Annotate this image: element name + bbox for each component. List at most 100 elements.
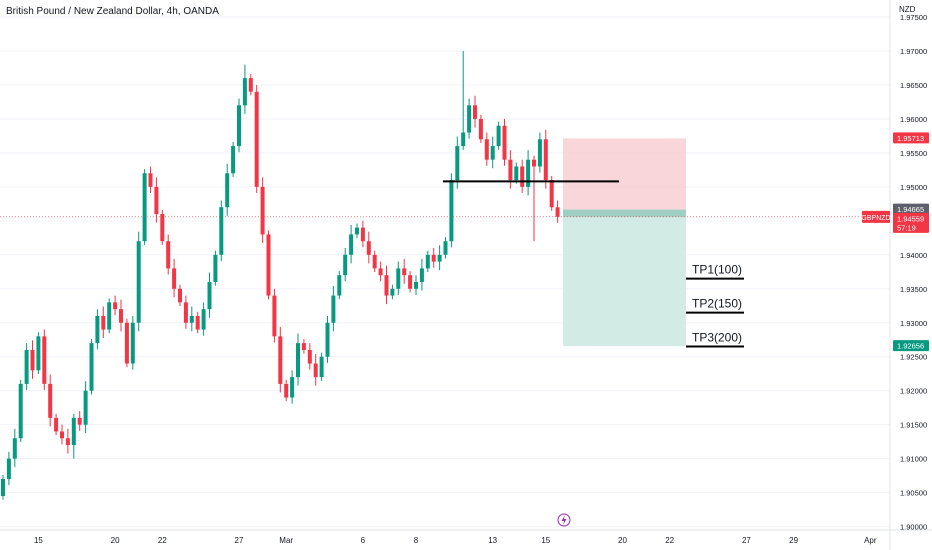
time-tick-label: 15 — [541, 536, 550, 545]
price-tick-label: 1.92000 — [900, 387, 927, 396]
price-tag-label: 1.92656 — [897, 342, 924, 351]
time-tick-label: 8 — [414, 536, 419, 545]
time-axis[interactable]: 15 20 22 27 Mar 6 8 13 15 20 22 27 29 Apr — [0, 513, 932, 545]
bearish-candle — [183, 302, 188, 323]
annotations[interactable]: TP1(100) TP2(150) TP3(200) — [443, 180, 744, 348]
bearish-candle — [154, 186, 159, 215]
bearish-candle — [101, 315, 106, 330]
price-tag-label: 1.95713 — [897, 134, 924, 143]
price-tick-label: 1.94000 — [900, 251, 927, 260]
bullish-candle — [36, 336, 41, 371]
take-profit-zone[interactable] — [563, 209, 686, 347]
bearish-candle — [372, 254, 377, 269]
bearish-candle — [119, 309, 123, 323]
bullish-candle — [219, 207, 224, 255]
bullish-candle — [213, 254, 218, 282]
bearish-candle — [42, 336, 47, 384]
bearish-candle — [60, 431, 64, 439]
symbol-tag-bg — [862, 210, 890, 223]
bullish-candle — [225, 173, 230, 208]
bullish-candle — [455, 146, 460, 181]
bullish-candle — [449, 180, 454, 242]
bullish-candle — [1, 479, 5, 497]
bearish-candle — [284, 383, 289, 398]
bearish-candle — [502, 125, 507, 160]
price-tick-label: 1.93500 — [900, 285, 927, 294]
bullish-candle — [461, 132, 466, 147]
bullish-candle — [231, 146, 236, 174]
time-tick-label: 27 — [235, 536, 244, 545]
bearish-candle — [77, 417, 82, 425]
grid-lines — [0, 16, 890, 528]
entry-band — [563, 209, 686, 217]
price-tick-label: 1.93000 — [900, 319, 927, 328]
bearish-candle — [549, 180, 554, 208]
price-axis[interactable]: 1.97500 1.97000 1.96500 1.96000 1.95500 1.950… — [889, 0, 927, 550]
bullish-candle — [89, 343, 94, 391]
stop-loss-zone[interactable] — [563, 138, 686, 210]
bullish-candle — [296, 343, 300, 378]
bullish-candle — [237, 105, 241, 147]
price-tick-label: 1.91000 — [900, 455, 927, 464]
bullish-candle — [396, 268, 401, 289]
lightning-icon[interactable] — [557, 513, 571, 527]
time-tick-label: 22 — [665, 536, 674, 545]
bullish-candle — [95, 315, 100, 344]
bearish-candle — [266, 234, 271, 296]
bearish-candle — [366, 241, 371, 255]
bullish-candle — [343, 254, 348, 276]
bullish-candle — [24, 349, 29, 384]
bearish-candle — [402, 268, 407, 276]
bullish-candle — [496, 125, 501, 147]
bullish-candle — [490, 146, 495, 160]
bullish-candle — [201, 309, 206, 330]
time-tick-label: 20 — [111, 536, 120, 545]
bearish-candle — [484, 139, 489, 160]
bullish-candle — [107, 302, 112, 330]
price-tick-label: 1.95500 — [900, 149, 927, 158]
bearish-candle — [555, 207, 560, 217]
bullish-candle — [12, 438, 17, 459]
bearish-candle — [148, 173, 153, 187]
bearish-candle — [478, 118, 483, 140]
bearish-candle — [431, 254, 436, 262]
bullish-candle — [337, 275, 342, 296]
bullish-candle — [331, 295, 336, 323]
symbol-tag: GBPNZD — [861, 210, 891, 223]
bearish-candle — [172, 268, 177, 289]
position-zones[interactable] — [0, 138, 890, 347]
bearish-candle — [260, 186, 265, 235]
take-profit-label: TP3(200) — [692, 331, 742, 345]
lightning-icon-ring — [557, 513, 571, 527]
bullish-candle — [189, 315, 194, 323]
bearish-candle — [272, 295, 277, 337]
chart-title: British Pound / New Zealand Dollar, 4h, … — [6, 6, 219, 17]
bullish-candle — [290, 377, 295, 398]
bearish-candle — [113, 302, 118, 310]
bullish-candle — [437, 254, 442, 262]
price-tick-label: 1.95000 — [900, 183, 927, 192]
bearish-candle — [54, 417, 59, 432]
bearish-candle — [384, 275, 389, 296]
time-tick-label: 6 — [361, 536, 366, 545]
take-profit-label: TP2(150) — [692, 297, 742, 311]
bearish-candle — [195, 315, 200, 330]
currency-label: NZD — [899, 5, 916, 14]
bearish-candle — [248, 78, 253, 92]
bearish-candle — [543, 139, 548, 181]
price-tag-label: 1.94665 — [897, 205, 924, 214]
bearish-candle — [307, 349, 312, 364]
bullish-candle — [414, 281, 418, 289]
bearish-candle — [301, 343, 306, 350]
time-tick-label: 20 — [618, 536, 627, 545]
bullish-candle — [83, 390, 88, 425]
bearish-candle — [48, 383, 53, 418]
price-tag-label: 1.94559 — [897, 214, 924, 223]
lightning-icon-bolt — [561, 515, 567, 525]
price-tick-label: 1.91500 — [900, 421, 927, 430]
bullish-candle — [349, 234, 354, 255]
bearish-candle — [313, 363, 318, 378]
time-tick-label: Mar — [279, 536, 293, 545]
bearish-candle — [408, 275, 413, 289]
